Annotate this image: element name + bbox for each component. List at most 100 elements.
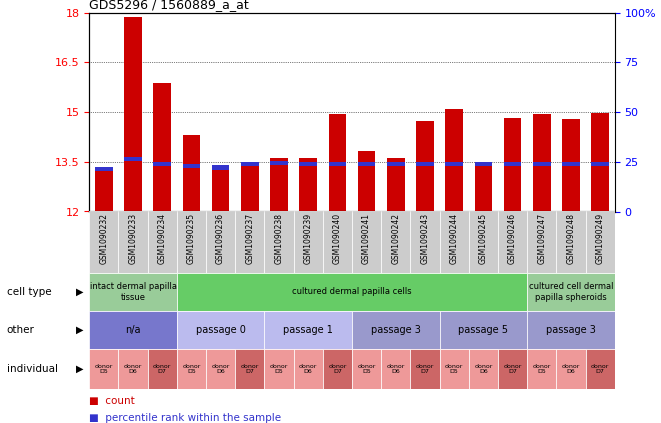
Text: ▶: ▶ [76, 325, 83, 335]
Bar [89, 311, 177, 349]
Text: passage 3: passage 3 [546, 325, 596, 335]
Bar [527, 273, 615, 311]
Text: donor
D7: donor D7 [329, 364, 346, 374]
Bar [293, 212, 323, 273]
Bar [527, 212, 557, 273]
Text: donor
D5: donor D5 [270, 364, 288, 374]
Bar [586, 349, 615, 389]
Text: GSM1090240: GSM1090240 [333, 213, 342, 264]
Text: donor
D6: donor D6 [387, 364, 405, 374]
Text: donor
D5: donor D5 [533, 364, 551, 374]
Text: GSM1090244: GSM1090244 [449, 213, 459, 264]
Bar [323, 349, 352, 389]
Text: donor
D7: donor D7 [504, 364, 522, 374]
Text: GSM1090233: GSM1090233 [128, 213, 137, 264]
Text: donor
D7: donor D7 [416, 364, 434, 374]
Bar [446, 109, 463, 212]
Bar [475, 165, 492, 212]
Bar [440, 349, 469, 389]
Text: donor
D7: donor D7 [153, 364, 171, 374]
Text: ■  count: ■ count [89, 396, 135, 406]
Bar [177, 349, 206, 389]
Text: cell type: cell type [7, 287, 52, 297]
Bar [562, 119, 580, 212]
Bar [440, 311, 527, 349]
Text: donor
D6: donor D6 [474, 364, 492, 374]
Text: donor
D7: donor D7 [591, 364, 609, 374]
Bar [206, 212, 235, 273]
Bar [95, 171, 112, 212]
Bar [241, 162, 258, 166]
Bar [533, 114, 551, 212]
Bar [95, 167, 112, 171]
Text: donor
D6: donor D6 [212, 364, 230, 374]
Bar [562, 162, 580, 166]
Bar [329, 114, 346, 212]
Text: n/a: n/a [126, 325, 141, 335]
Bar [469, 212, 498, 273]
Bar [264, 349, 293, 389]
Bar [212, 168, 229, 212]
Bar [177, 273, 527, 311]
Bar [235, 349, 264, 389]
Text: GSM1090243: GSM1090243 [420, 213, 430, 264]
Bar [206, 349, 235, 389]
Bar [293, 349, 323, 389]
Bar [264, 311, 352, 349]
Text: GSM1090232: GSM1090232 [99, 213, 108, 264]
Bar [153, 83, 171, 212]
Text: GSM1090247: GSM1090247 [537, 213, 546, 264]
Text: GSM1090246: GSM1090246 [508, 213, 517, 264]
Text: passage 1: passage 1 [284, 325, 333, 335]
Text: donor
D6: donor D6 [299, 364, 317, 374]
Text: passage 3: passage 3 [371, 325, 420, 335]
Text: GSM1090249: GSM1090249 [596, 213, 605, 264]
Bar [557, 349, 586, 389]
Bar [235, 212, 264, 273]
Bar [352, 212, 381, 273]
Text: ▶: ▶ [76, 287, 83, 297]
Text: donor
D5: donor D5 [445, 364, 463, 374]
Text: GSM1090237: GSM1090237 [245, 213, 254, 264]
Bar [387, 158, 405, 212]
Bar [177, 311, 264, 349]
Text: other: other [7, 325, 34, 335]
Bar [323, 212, 352, 273]
Bar [527, 349, 557, 389]
Bar [504, 162, 522, 166]
Bar [182, 164, 200, 168]
Text: donor
D5: donor D5 [182, 364, 200, 374]
Text: ▶: ▶ [76, 364, 83, 374]
Bar [270, 158, 288, 212]
Bar [358, 162, 375, 166]
Bar [469, 349, 498, 389]
Text: GSM1090245: GSM1090245 [479, 213, 488, 264]
Text: GSM1090239: GSM1090239 [303, 213, 313, 264]
Bar [299, 158, 317, 212]
Text: donor
D5: donor D5 [358, 364, 375, 374]
Bar [147, 349, 177, 389]
Bar [212, 165, 229, 170]
Text: GSM1090238: GSM1090238 [274, 213, 284, 264]
Bar [299, 162, 317, 166]
Text: GSM1090248: GSM1090248 [566, 213, 576, 264]
Text: GDS5296 / 1560889_a_at: GDS5296 / 1560889_a_at [89, 0, 249, 11]
Bar [592, 162, 609, 166]
Text: donor
D7: donor D7 [241, 364, 259, 374]
Bar [89, 273, 177, 311]
Bar [124, 157, 142, 161]
Text: donor
D5: donor D5 [95, 364, 113, 374]
Bar [270, 161, 288, 165]
Bar [498, 212, 527, 273]
Bar [557, 212, 586, 273]
Text: donor
D6: donor D6 [124, 364, 142, 374]
Bar [177, 212, 206, 273]
Bar [381, 349, 410, 389]
Bar [352, 311, 440, 349]
Text: intact dermal papilla
tissue: intact dermal papilla tissue [89, 282, 176, 302]
Bar [527, 311, 615, 349]
Bar [440, 212, 469, 273]
Bar [592, 113, 609, 212]
Bar [147, 212, 177, 273]
Bar [241, 165, 258, 212]
